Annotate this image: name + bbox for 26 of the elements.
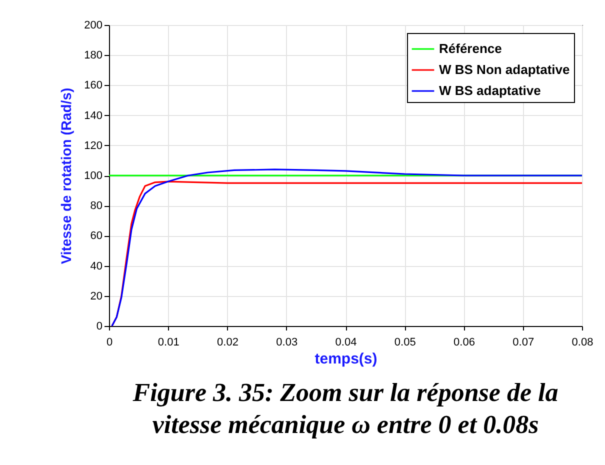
y-tick-label: 160	[84, 80, 102, 92]
y-axis-title: Vitesse de rotation (Rad/s)	[58, 88, 74, 264]
y-tick-label: 20	[90, 290, 102, 302]
x-axis-title: temps(s)	[314, 350, 378, 368]
x-tick-label: 0.06	[454, 336, 475, 348]
legend-label: W BS adaptative	[439, 83, 541, 98]
text: Figure 3. 35: Zoom sur la réponse de la vitesse mécanique ω entre 0 et 0.08s	[132, 378, 558, 439]
x-tick-label: 0.08	[572, 336, 594, 348]
y-tick-label: 140	[84, 110, 102, 122]
x-tick-label: 0.02	[217, 336, 238, 348]
y-tick-label: 100	[84, 170, 102, 182]
y-tick-label: 60	[90, 230, 102, 242]
y-tick-label: 180	[84, 50, 102, 62]
x-tick-label: 0.07	[512, 336, 534, 348]
y-tick-label: 200	[84, 20, 102, 32]
x-tick-label: 0.01	[158, 336, 180, 348]
x-tick-label: 0.05	[394, 336, 416, 348]
y-tick-label: 40	[90, 260, 102, 272]
y-tick-label: 80	[90, 200, 102, 212]
legend-label: W BS Non adaptative	[439, 62, 570, 77]
x-tick-label: 0	[106, 336, 113, 348]
legend-label: Référence	[439, 41, 502, 56]
x-tick-label: 0.04	[335, 336, 357, 348]
x-tick-label: 0.03	[276, 336, 298, 348]
y-tick-label: 0	[96, 320, 102, 332]
y-tick-label: 120	[84, 140, 102, 152]
